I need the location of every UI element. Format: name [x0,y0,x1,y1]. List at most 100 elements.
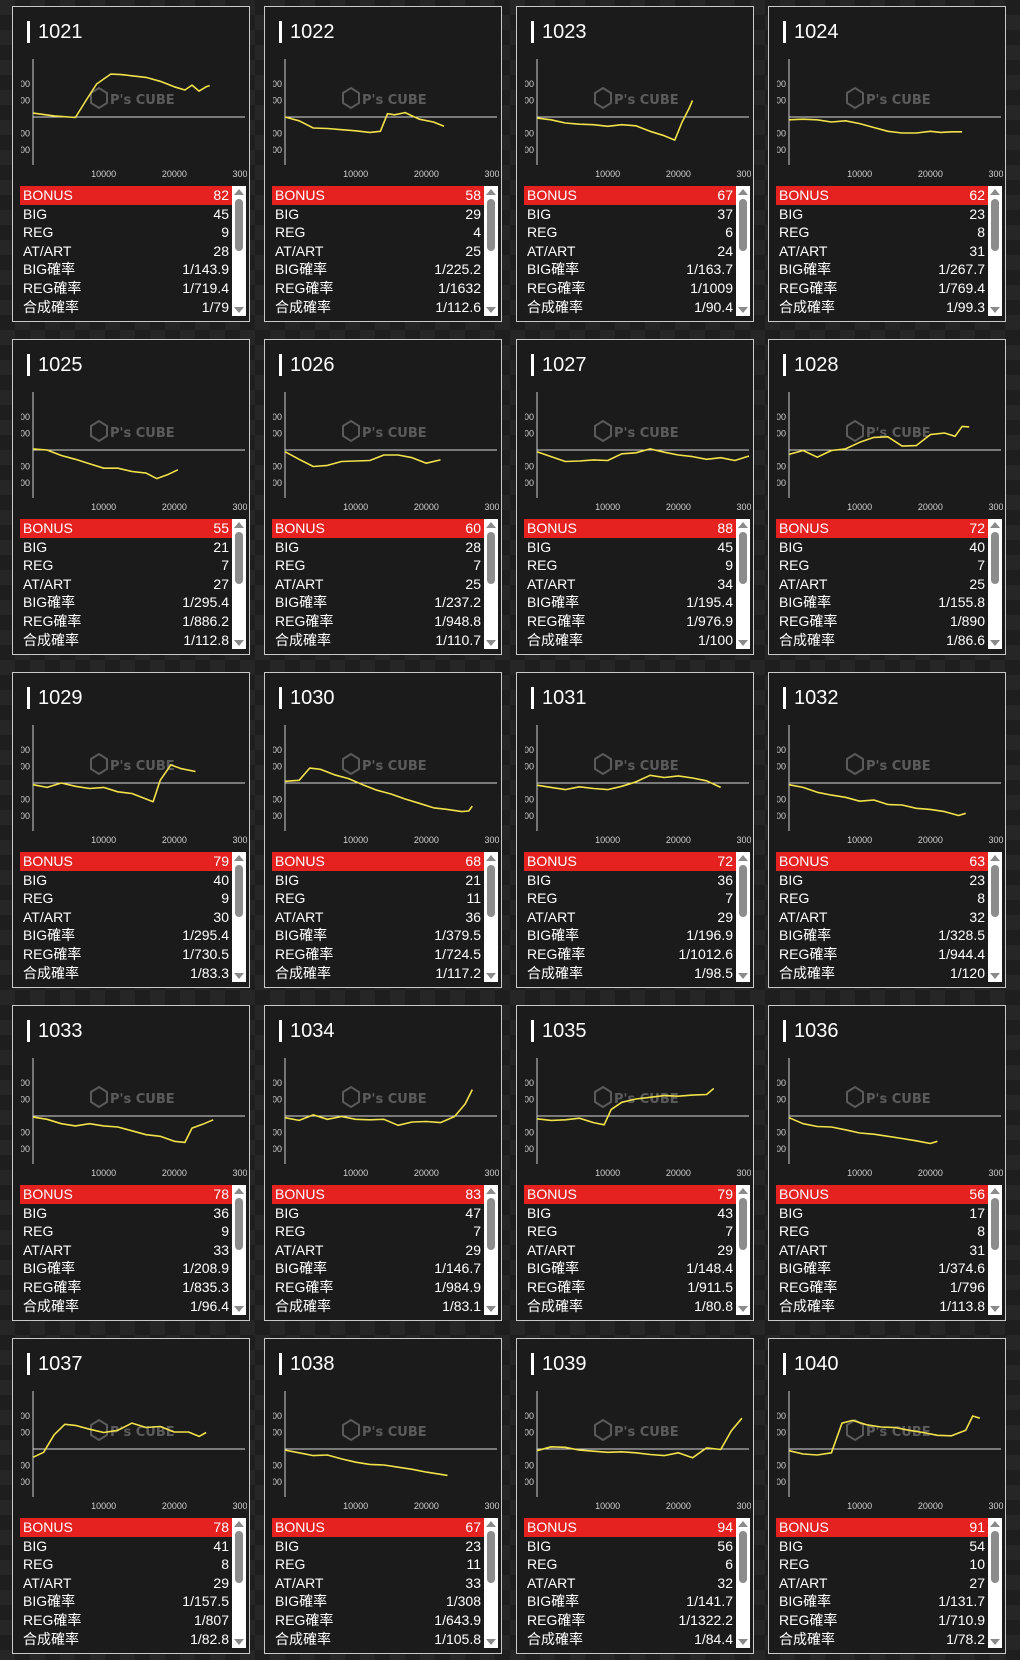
stats-scrollbar[interactable] [736,1518,750,1648]
scroll-up-arrow-icon[interactable] [990,1521,1000,1527]
scroll-up-arrow-icon[interactable] [738,855,748,861]
machine-number[interactable]: 1031 [542,686,587,709]
scroll-thumb[interactable] [235,865,243,917]
stats-scrollbar[interactable] [988,1185,1002,1315]
scroll-thumb[interactable] [991,1198,999,1250]
scroll-thumb[interactable] [235,1531,243,1583]
stats-scrollbar[interactable] [988,519,1002,649]
machine-number[interactable]: 1032 [794,686,839,709]
scroll-up-arrow-icon[interactable] [234,1188,244,1194]
scroll-thumb[interactable] [991,199,999,251]
stats-scrollbar[interactable] [736,852,750,982]
scroll-up-arrow-icon[interactable] [234,855,244,861]
scroll-down-arrow-icon[interactable] [738,640,748,646]
scroll-thumb[interactable] [991,865,999,917]
scroll-up-arrow-icon[interactable] [486,1521,496,1527]
scroll-thumb[interactable] [487,1198,495,1250]
scroll-down-arrow-icon[interactable] [234,307,244,313]
scroll-down-arrow-icon[interactable] [486,1306,496,1312]
machine-number[interactable]: 1033 [38,1019,83,1042]
machine-number[interactable]: 1024 [794,20,839,43]
stats-scrollbar[interactable] [988,186,1002,316]
scroll-thumb[interactable] [991,532,999,584]
machine-number[interactable]: 1035 [542,1019,587,1042]
scroll-thumb[interactable] [739,865,747,917]
scroll-thumb[interactable] [739,199,747,251]
scroll-up-arrow-icon[interactable] [738,522,748,528]
scroll-down-arrow-icon[interactable] [738,307,748,313]
machine-number[interactable]: 1023 [542,20,587,43]
stats-scrollbar[interactable] [484,1518,498,1648]
machine-number[interactable]: 1037 [38,1352,83,1375]
scroll-thumb[interactable] [739,1198,747,1250]
scroll-down-arrow-icon[interactable] [738,973,748,979]
machine-number[interactable]: 1021 [38,20,83,43]
scroll-down-arrow-icon[interactable] [486,307,496,313]
stats-scrollbar[interactable] [484,852,498,982]
stats-scrollbar[interactable] [232,186,246,316]
stats-scrollbar[interactable] [988,1518,1002,1648]
scroll-down-arrow-icon[interactable] [234,640,244,646]
scroll-down-arrow-icon[interactable] [990,1306,1000,1312]
stats-scrollbar[interactable] [484,1185,498,1315]
scroll-down-arrow-icon[interactable] [990,973,1000,979]
scroll-thumb[interactable] [487,532,495,584]
machine-number[interactable]: 1034 [290,1019,335,1042]
stats-scrollbar[interactable] [736,186,750,316]
machine-number[interactable]: 1040 [794,1352,839,1375]
scroll-up-arrow-icon[interactable] [990,855,1000,861]
stats-scrollbar[interactable] [736,1185,750,1315]
machine-number[interactable]: 1030 [290,686,335,709]
scroll-up-arrow-icon[interactable] [990,189,1000,195]
scroll-down-arrow-icon[interactable] [738,1639,748,1645]
scroll-up-arrow-icon[interactable] [486,189,496,195]
stats-scrollbar[interactable] [232,852,246,982]
scroll-up-arrow-icon[interactable] [990,522,1000,528]
scroll-thumb[interactable] [991,1531,999,1583]
scroll-down-arrow-icon[interactable] [234,973,244,979]
scroll-down-arrow-icon[interactable] [486,640,496,646]
machine-number[interactable]: 1039 [542,1352,587,1375]
stats-scrollbar[interactable] [232,519,246,649]
scroll-thumb[interactable] [235,199,243,251]
stats-scrollbar[interactable] [484,186,498,316]
machine-number[interactable]: 1026 [290,353,335,376]
scroll-up-arrow-icon[interactable] [486,855,496,861]
scroll-thumb[interactable] [487,199,495,251]
scroll-thumb[interactable] [235,532,243,584]
scroll-down-arrow-icon[interactable] [990,1639,1000,1645]
scroll-down-arrow-icon[interactable] [990,307,1000,313]
machine-number[interactable]: 1036 [794,1019,839,1042]
scroll-up-arrow-icon[interactable] [234,1521,244,1527]
scroll-up-arrow-icon[interactable] [234,189,244,195]
machine-number[interactable]: 1028 [794,353,839,376]
scroll-up-arrow-icon[interactable] [234,522,244,528]
scroll-down-arrow-icon[interactable] [738,1306,748,1312]
scroll-down-arrow-icon[interactable] [990,640,1000,646]
stats-scrollbar[interactable] [988,852,1002,982]
scroll-thumb[interactable] [739,1531,747,1583]
scroll-down-arrow-icon[interactable] [234,1306,244,1312]
scroll-thumb[interactable] [487,1531,495,1583]
machine-number[interactable]: 1025 [38,353,83,376]
stats-scrollbar[interactable] [736,519,750,649]
scroll-down-arrow-icon[interactable] [486,1639,496,1645]
stats-scrollbar[interactable] [232,1185,246,1315]
